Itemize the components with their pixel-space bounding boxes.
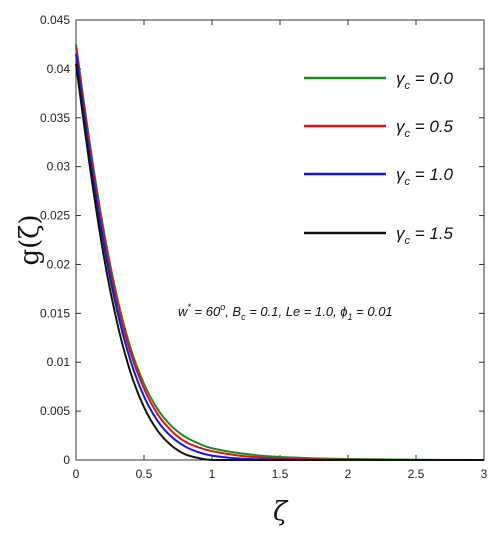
y-tick-label: 0.005	[40, 404, 70, 418]
y-tick-label: 0.04	[47, 62, 71, 76]
legend-label-2: γc = 1.0	[396, 165, 454, 188]
legend-value: = 1.0	[410, 165, 454, 184]
annotation-w-value: = 60	[191, 304, 221, 319]
annotation-w: w	[178, 304, 189, 319]
series-lines	[75, 44, 485, 462]
y-tick-label: 0.03	[47, 160, 71, 174]
annotation-degree: o	[220, 302, 225, 312]
y-tick-label: 0.01	[47, 355, 71, 369]
y-axis-label: g(ζ)	[15, 214, 45, 265]
x-tick-label: 1.5	[272, 467, 289, 481]
parameter-annotation: w* = 60o, Bc = 0.1, Le = 1.0, ϕ1 = 0.01	[178, 302, 393, 322]
x-tick-label: 3	[481, 467, 488, 481]
y-tick-label: 0.02	[47, 257, 71, 271]
legend-symbol: γ	[396, 117, 406, 136]
x-tick-label: 0	[73, 467, 80, 481]
legend-label-1: γc = 0.5	[396, 117, 454, 140]
legend-value: = 1.5	[410, 224, 454, 243]
legend-symbol: γ	[396, 69, 406, 88]
legend-value: = 0.5	[410, 117, 454, 136]
annotation-phi: ϕ	[340, 304, 347, 319]
x-axis-label: ζ	[273, 497, 289, 527]
legend-subscript: c	[405, 235, 411, 247]
legend-subscript: c	[405, 80, 411, 92]
legend-value: = 0.0	[410, 69, 454, 88]
legend-subscript: c	[405, 176, 411, 188]
y-tick-label: 0.045	[40, 13, 70, 27]
x-axis-ticks: 0 0.5 1 1.5 2 2.5 3	[73, 20, 488, 481]
legend: γc = 0.0γc = 0.5γc = 1.0γc = 1.5	[304, 69, 454, 247]
y-tick-label: 0.025	[40, 209, 70, 223]
legend-symbol: γ	[396, 224, 406, 243]
annotation-rest: = 0.1, Le = 1.0,	[246, 304, 341, 319]
annotation-phi-value: = 0.01	[353, 304, 393, 319]
legend-symbol: γ	[396, 165, 406, 184]
x-tick-label: 0.5	[136, 467, 153, 481]
legend-subscript: c	[405, 128, 411, 140]
series-line-3	[75, 63, 484, 462]
annotation-b-sub: c	[241, 312, 246, 322]
y-tick-label: 0.015	[40, 306, 70, 320]
legend-label-3: γc = 1.5	[396, 224, 454, 247]
annotation-w-sup: *	[187, 302, 191, 312]
x-tick-label: 2.5	[408, 467, 425, 481]
x-tick-label: 2	[345, 467, 352, 481]
y-tick-label: 0.035	[40, 111, 70, 125]
annotation-b: , B	[225, 304, 241, 319]
y-axis-ticks: 0 0.005 0.01 0.015 0.02 0.025 0.03 0.035 0.04 0.0…	[40, 13, 484, 467]
annotation-phi-sub: 1	[348, 312, 353, 322]
legend-label-0: γc = 0.0	[396, 69, 454, 92]
x-tick-label: 1	[209, 467, 216, 481]
y-tick-label: 0	[63, 453, 70, 467]
